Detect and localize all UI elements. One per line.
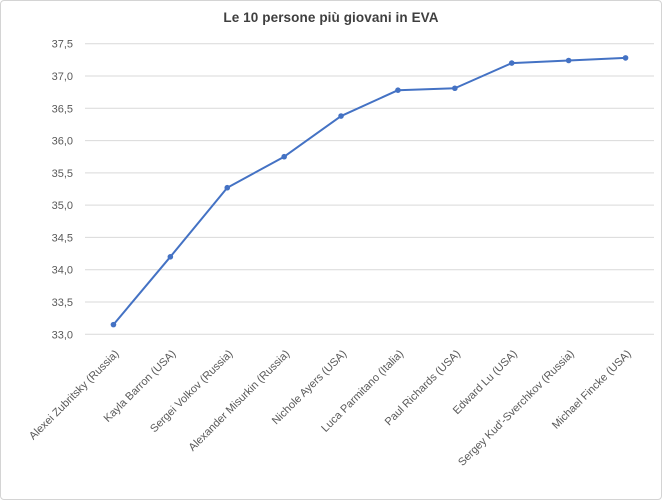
data-point-marker [508,60,515,66]
y-tick-label: 37,5 [52,39,73,51]
data-point-marker [565,57,572,64]
data-point-marker [338,113,344,119]
y-tick-label: 36,0 [52,136,73,148]
data-point-marker [395,87,401,93]
x-category-label: Alexander Misurkin (Russia) [187,348,293,454]
data-point-marker [622,55,629,61]
y-tick-label: 33,0 [52,329,73,341]
data-point-marker [167,254,174,260]
chart-title: Le 10 persone più giovani in EVA [223,10,439,25]
y-tick-label: 36,5 [52,103,73,115]
data-point-marker [224,184,231,191]
x-category-label: Alexei Zubritsky (Russia) [27,348,121,442]
y-tick-label: 35,0 [52,200,73,212]
data-point-marker [281,153,287,160]
data-point-marker [110,321,117,328]
data-point-marker [452,85,458,92]
y-tick-label: 35,5 [52,168,73,180]
y-tick-label: 34,0 [52,265,73,277]
y-tick-label: 33,5 [52,297,73,309]
data-series-line [112,56,627,326]
x-category-label: Sergey Kud'-Sverchkov (Russia) [456,348,577,469]
y-tick-label: 34,5 [52,232,73,244]
y-tick-label: 37,0 [52,71,73,83]
